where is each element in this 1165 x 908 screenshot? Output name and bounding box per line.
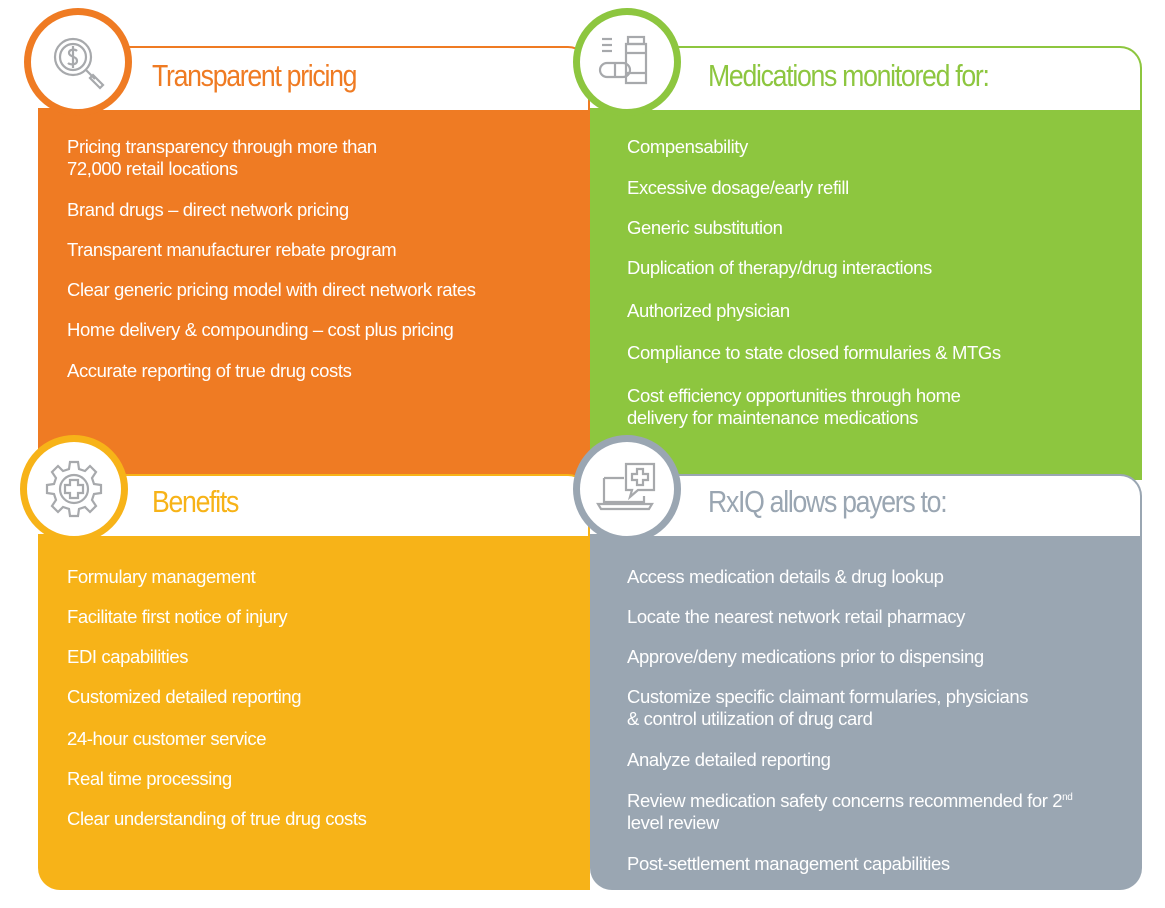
list-item: Clear generic pricing model with direct … [67,279,476,300]
list-item: 24-hour customer service [67,728,267,749]
list-item: Transparent manufacturer rebate program [67,239,397,260]
benefits-list: Formulary management Facilitate first no… [67,566,590,830]
medications-list: Compensability Excessive dosage/early re… [627,136,1142,429]
list-item: Cost efficiency opportunities through ho… [627,385,961,428]
list-item: Excessive dosage/early refill [627,177,849,198]
list-item: Duplication of therapy/drug interactions [627,257,932,278]
list-item: Approve/deny medications prior to dispen… [627,646,984,667]
list-item: Compliance to state closed formularies &… [627,342,1001,363]
pricing-list: Pricing transparency through more than 7… [67,136,590,382]
list-item: Pricing transparency through more than 7… [67,136,377,179]
rxiq-title: RxIQ allows payers to: [708,484,948,519]
list-item: Accurate reporting of true drug costs [67,360,352,381]
rxiq-body: Access medication details & drug lookup … [590,534,1142,890]
pricing-header [78,46,590,110]
list-item: Formulary management [67,566,256,587]
list-item: Generic substitution [627,217,783,238]
list-item: EDI capabilities [67,646,189,667]
medications-icon-circle [573,8,681,116]
list-item: Access medication details & drug lookup [627,566,944,587]
medications-header [630,46,1142,110]
pricing-body: Pricing transparency through more than 7… [38,108,590,480]
rxiq-icon-circle [573,435,681,543]
list-item: Compensability [627,136,748,157]
list-item: Brand drugs – direct network pricing [67,199,349,220]
benefits-header [78,474,590,536]
pricing-icon-circle [24,8,132,116]
list-item: Post-settlement management capabilities [627,853,950,874]
review-line-2: level review [627,812,719,833]
pricing-title: Transparent pricing [152,58,357,93]
list-item: Review medication safety concerns recomm… [627,790,1142,834]
review-line-1: Review medication safety concerns recomm… [627,790,1063,811]
list-item: Clear understanding of true drug costs [67,808,367,829]
medications-title: Medications monitored for: [708,58,990,93]
review-superscript: nd [1062,791,1073,803]
list-item: Authorized physician [627,300,790,321]
rxiq-list: Access medication details & drug lookup … [627,566,1142,875]
list-item: Locate the nearest network retail pharma… [627,606,965,627]
list-item: Customize specific claimant formularies,… [627,686,1029,729]
list-item: Analyze detailed reporting [627,749,831,770]
list-item: Facilitate first notice of injury [67,606,288,627]
benefits-title: Benefits [152,484,239,519]
medications-body: Compensability Excessive dosage/early re… [590,108,1142,480]
benefits-body: Formulary management Facilitate first no… [38,534,590,890]
list-item: Home delivery & compounding – cost plus … [67,319,454,340]
list-item: Real time processing [67,768,232,789]
rxiq-header [630,474,1142,536]
list-item: Customized detailed reporting [67,686,302,707]
benefits-icon-circle [20,435,128,543]
